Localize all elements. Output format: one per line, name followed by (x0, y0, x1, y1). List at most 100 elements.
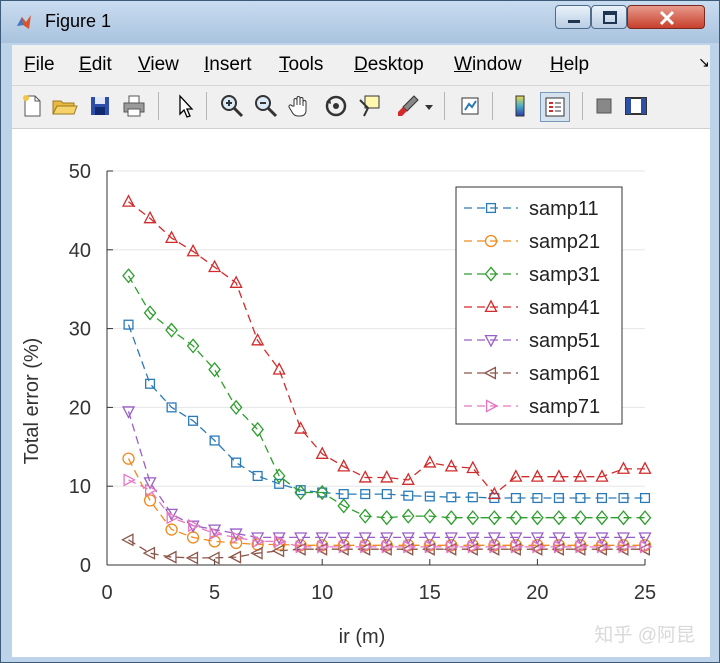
data-point-samp41 (208, 259, 222, 273)
x-tick-label: 20 (526, 582, 548, 604)
link-plot-icon[interactable] (456, 92, 484, 120)
data-cursor-icon[interactable] (356, 92, 384, 120)
watermark: 知乎 @阿昆 (594, 624, 695, 646)
brush-icon[interactable] (394, 92, 422, 120)
series-samp31 (122, 268, 652, 526)
menu-insert[interactable]: Insert (204, 54, 252, 75)
close-button[interactable] (627, 5, 705, 29)
data-point-samp41 (466, 460, 480, 474)
data-point-samp21 (359, 539, 372, 552)
series-samp51 (121, 406, 652, 545)
data-point-samp11 (317, 487, 328, 498)
zoom-out-icon[interactable] (252, 92, 280, 120)
data-point-samp61 (293, 542, 306, 556)
menu-edit[interactable]: Edit (79, 54, 112, 75)
data-point-samp31 (423, 508, 437, 524)
title-bar[interactable]: Figure 1 (1, 1, 719, 43)
data-point-samp41 (229, 275, 243, 288)
menu-desktop[interactable]: Desktop (354, 54, 424, 75)
data-point-samp11 (596, 492, 608, 504)
data-point-samp51 (229, 528, 243, 541)
data-point-samp41 (616, 461, 631, 474)
data-point-samp61 (529, 542, 543, 556)
data-point-samp41 (164, 230, 179, 244)
data-point-samp21 (165, 523, 178, 536)
matlab-logo-icon (17, 15, 31, 29)
data-point-samp71 (274, 534, 287, 548)
pointer-arrow-icon[interactable] (170, 92, 198, 120)
save-icon[interactable] (86, 92, 114, 120)
data-point-samp31 (122, 268, 135, 284)
legend-icon[interactable] (540, 92, 570, 122)
minimize-icon (568, 20, 580, 23)
data-point-samp51 (272, 532, 286, 545)
colorbar-icon[interactable] (506, 92, 534, 120)
data-point-samp11 (446, 492, 457, 503)
data-point-samp41 (121, 194, 136, 207)
minimize-button[interactable] (555, 5, 591, 29)
data-point-samp51 (208, 524, 222, 537)
legend[interactable]: samp11 samp21 samp31 samp41 samp51 samp61 samp… (455, 186, 623, 425)
data-point-samp71 (381, 540, 395, 554)
data-point-samp61 (486, 542, 500, 556)
data-point-samp31 (229, 399, 243, 416)
data-point-samp51 (337, 532, 351, 545)
data-point-samp61 (250, 546, 263, 560)
toolbar-separator (492, 92, 493, 120)
data-point-samp41 (315, 446, 329, 459)
data-point-samp21 (402, 539, 415, 552)
data-point-samp31 (444, 510, 458, 526)
data-point-samp21 (229, 536, 243, 550)
hide-plot-tools-icon[interactable] (590, 92, 618, 120)
data-point-samp41 (251, 332, 265, 346)
data-point-samp71 (489, 540, 502, 554)
zoom-in-icon[interactable] (218, 92, 246, 120)
menu-view[interactable]: View (138, 54, 179, 75)
toolbar-separator (206, 92, 207, 120)
print-icon[interactable] (120, 92, 148, 120)
data-point-samp11 (403, 490, 414, 501)
data-point-samp21 (638, 539, 652, 552)
menu-dock-arrow-icon[interactable]: ↘ (698, 55, 710, 71)
data-point-samp21 (466, 539, 479, 552)
data-point-samp71 (144, 483, 158, 497)
open-folder-icon[interactable] (50, 92, 78, 120)
data-point-samp51 (315, 532, 329, 545)
brush-dropdown-icon[interactable] (422, 92, 436, 120)
data-point-samp31 (466, 510, 480, 526)
data-point-samp31 (401, 508, 415, 524)
data-point-samp61 (357, 542, 371, 556)
data-point-samp11 (467, 492, 478, 503)
legend-label-samp11: samp11 (529, 198, 599, 220)
menu-file[interactable]: File (24, 54, 55, 75)
data-point-samp61 (121, 533, 134, 547)
rotate-3d-icon[interactable] (322, 92, 350, 120)
y-tick-label: 0 (80, 555, 91, 577)
data-point-samp41 (530, 469, 544, 482)
data-point-samp61 (422, 542, 435, 556)
y-tick-label: 50 (69, 161, 91, 183)
data-point-samp51 (638, 532, 652, 545)
menu-window[interactable]: Window (454, 54, 522, 75)
menu-tools[interactable]: Tools (279, 54, 324, 75)
toolbar-separator (158, 92, 159, 120)
series-line-samp21 (127, 458, 645, 546)
data-point-samp41 (573, 469, 588, 482)
new-file-icon[interactable] (18, 92, 46, 120)
data-point-samp51 (616, 532, 631, 545)
data-point-samp31 (488, 510, 501, 526)
data-point-samp21 (273, 538, 286, 551)
data-point-samp21 (445, 539, 458, 552)
pan-hand-icon[interactable] (286, 92, 314, 120)
series-line-samp11 (127, 324, 645, 499)
data-point-samp31 (272, 468, 286, 484)
data-point-samp61 (207, 551, 220, 565)
x-axis-label: ir (m) (339, 626, 386, 648)
data-point-samp21 (122, 452, 135, 465)
maximize-button[interactable] (591, 5, 627, 29)
show-plot-tools-icon[interactable] (622, 92, 650, 120)
data-point-samp71 (209, 526, 223, 541)
data-point-samp71 (252, 534, 266, 548)
menu-help[interactable]: Help (550, 54, 590, 75)
